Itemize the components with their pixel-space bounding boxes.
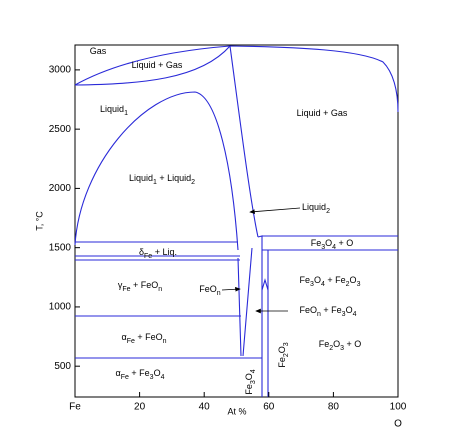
x-axis-label: At %	[227, 406, 246, 416]
x-tick-label: 40	[199, 402, 211, 413]
label-text: O	[314, 275, 321, 285]
phase-boundaries	[74, 45, 399, 397]
y-tick-label: 3000	[49, 65, 72, 76]
region-label: FeOn	[199, 284, 221, 296]
label-text: O	[325, 238, 332, 248]
y-tick-label: 500	[54, 361, 71, 372]
subscript: Fe	[122, 286, 130, 293]
label-text: Fe	[244, 384, 254, 395]
x-tick-label: 80	[328, 402, 340, 413]
plot-frame	[74, 44, 399, 398]
subscript: 4	[353, 311, 357, 318]
label-text: + Liquid	[157, 173, 191, 183]
label-text: Gas	[90, 46, 107, 56]
subscript: Fe	[127, 338, 135, 345]
subscript: Fe	[144, 253, 152, 260]
region-label: Fe2O3 + O	[319, 339, 362, 351]
subscript: 1	[124, 110, 128, 117]
x-tick-label: Fe	[69, 402, 81, 413]
label-text: Liquid + Gas	[297, 108, 348, 118]
subscript: n	[163, 338, 167, 345]
label-text: Fe	[300, 275, 311, 285]
label-text: + Fe	[321, 305, 342, 315]
subscript: Fe	[121, 374, 129, 381]
region-label: Liquid + Gas	[132, 60, 183, 70]
x-tick-label: 20	[134, 402, 146, 413]
subscript: 2	[283, 353, 290, 357]
subscript: n	[317, 311, 321, 318]
region-label: δFe + Liq.	[139, 247, 177, 259]
label-text: + FeO	[135, 332, 163, 342]
region-label: Fe3O4 + Fe2O3	[300, 275, 361, 287]
label-text: + O	[336, 238, 353, 248]
subscript: 3	[321, 244, 325, 251]
right-end-label: O	[394, 419, 402, 430]
subscript: 3	[283, 342, 290, 346]
label-text: + FeO	[131, 280, 159, 290]
label-text: Fe	[277, 357, 287, 368]
subscript: 4	[161, 374, 165, 381]
label-text: α	[116, 368, 121, 378]
arrows	[221, 207, 301, 314]
label-text: Liquid	[100, 104, 124, 114]
label-text: + Fe	[325, 275, 346, 285]
region-label: Liquid + Gas	[297, 108, 348, 118]
label-text: O	[277, 346, 287, 353]
label-text: O	[333, 339, 340, 349]
subscript: 4	[250, 369, 257, 373]
label-text: O	[244, 373, 254, 380]
subscript: 2	[191, 179, 195, 186]
region-label: Liquid1 + Liquid2	[129, 173, 195, 185]
region-label: Fe2O3	[277, 342, 289, 367]
label-text: δ	[139, 247, 144, 257]
subscript: n	[158, 286, 162, 293]
subscript: 3	[250, 380, 257, 384]
y-tick-label: 1000	[49, 302, 72, 313]
label-text: FeO	[299, 305, 317, 315]
subscript: 2	[329, 345, 333, 352]
region-label: Liquid2	[302, 202, 330, 214]
label-text: γ	[118, 280, 123, 290]
region-label: Fe3O4	[244, 369, 256, 394]
subscript: n	[217, 290, 221, 297]
region-label: FeOn + Fe3O4	[299, 305, 356, 317]
x-tick-label: 100	[390, 402, 407, 413]
subscript: 3	[310, 281, 314, 288]
subscript: 3	[150, 374, 154, 381]
subscript: 1	[153, 179, 157, 186]
y-tick-label: 1500	[49, 242, 72, 253]
label-text: Fe	[311, 238, 322, 248]
label-text: + O	[344, 339, 361, 349]
subscript: 3	[357, 281, 361, 288]
label-text: + Liq.	[152, 247, 177, 257]
subscript: 3	[342, 311, 346, 318]
region-label: Fe3O4 + O	[311, 238, 354, 250]
label-text: O	[346, 305, 353, 315]
label-text: FeO	[199, 284, 217, 294]
label-text: Liquid	[302, 202, 326, 212]
region-label: γFe + FeOn	[118, 280, 162, 292]
region-label: αFe + Fe3O4	[116, 368, 165, 380]
x-tick-label: 60	[263, 402, 275, 413]
subscript: 3	[340, 345, 344, 352]
region-label: Gas	[90, 46, 107, 56]
label-text: Liquid + Gas	[132, 60, 183, 70]
label-text: α	[121, 332, 126, 342]
label-text: Liquid	[129, 173, 153, 183]
label-text: O	[350, 275, 357, 285]
y-tick-label: 2000	[49, 183, 72, 194]
y-tick-label: 2500	[49, 124, 72, 135]
subscript: 4	[332, 244, 336, 251]
subscript: 2	[346, 281, 350, 288]
label-text: Fe	[319, 339, 330, 349]
subscript: 4	[321, 281, 325, 288]
y-axis-label: T, °C	[34, 211, 44, 231]
label-text: + Fe	[129, 368, 150, 378]
region-label: αFe + FeOn	[121, 332, 166, 344]
subscript: 2	[326, 208, 330, 215]
region-label: Liquid1	[100, 104, 128, 116]
label-text: O	[154, 368, 161, 378]
